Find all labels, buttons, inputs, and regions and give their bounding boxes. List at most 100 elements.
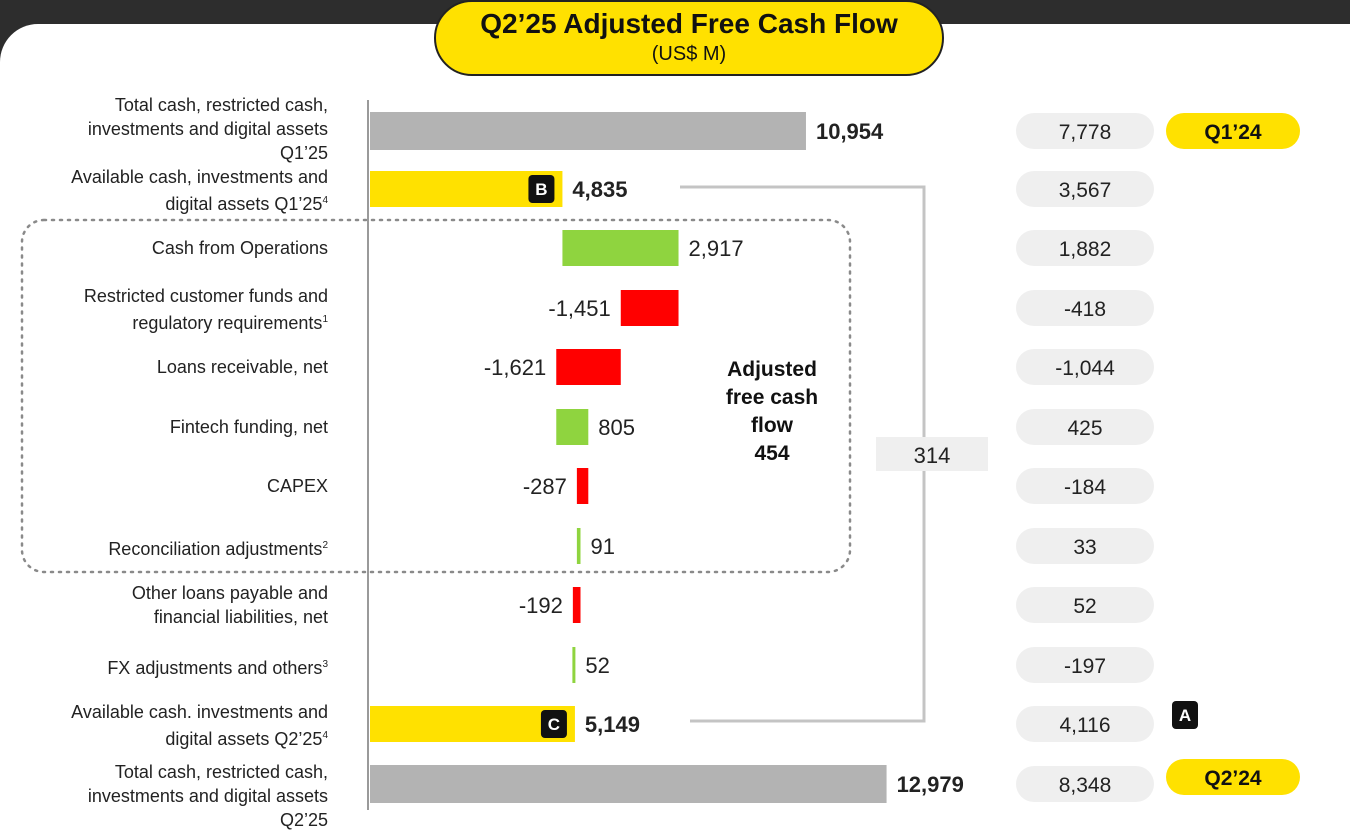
badge-c [540, 710, 567, 738]
category-label-0: Total cash, restricted cash, investments … [88, 93, 328, 165]
category-label-11-line-2: Q2’25 [279, 810, 328, 830]
bar-8 [572, 587, 581, 623]
prev-value-pill-0 [1016, 113, 1154, 149]
footnote-marker: 4 [322, 730, 328, 741]
category-label-0-line-2: Q1’25 [279, 143, 328, 163]
prev-value-1: 3,567 [1059, 179, 1112, 202]
footnote-marker: 2 [322, 540, 328, 551]
period-tag-top [1166, 113, 1300, 149]
afcf-box-outline [20, 218, 852, 574]
prev-value-3: -418 [1064, 298, 1106, 321]
bracket-value-box [876, 437, 988, 471]
bar-7 [576, 528, 581, 564]
category-label-11: Total cash, restricted cash, investments … [88, 760, 328, 832]
category-label-0-line-1: investments and digital assets [87, 119, 328, 139]
prev-value-4: -1,044 [1055, 357, 1115, 380]
value-label-8: -192 [519, 593, 563, 618]
prev-value-pill-7 [1016, 528, 1154, 564]
prev-value-pill-11 [1016, 766, 1154, 802]
prev-value-9: -197 [1064, 655, 1106, 678]
badge-b [528, 175, 555, 203]
footnote-marker: 1 [322, 314, 328, 325]
prev-value-pill-10 [1016, 706, 1154, 742]
footnote-marker: 4 [322, 195, 328, 206]
value-label-4: -1,621 [484, 355, 546, 380]
prev-value-6: -184 [1064, 476, 1106, 499]
prev-value-7: 33 [1073, 536, 1096, 559]
chart-title: Q2’25 Adjusted Free Cash Flow [480, 8, 898, 39]
period-tag-top-label: Q1’24 [1204, 121, 1262, 144]
badge-c-label: C [548, 715, 560, 734]
prev-value-pill-1 [1016, 171, 1154, 207]
category-label-4: Loans receivable, net [157, 355, 328, 379]
afcf-line-3: 454 [754, 442, 789, 465]
prev-value-2: 1,882 [1059, 238, 1112, 261]
value-label-11: 12,979 [897, 772, 964, 797]
category-label-1-line-1: digital assets Q1’254 [165, 194, 328, 214]
prev-value-11: 8,348 [1059, 774, 1112, 797]
prev-value-5: 425 [1067, 417, 1102, 440]
category-label-9-line-0: FX adjustments and others3 [107, 658, 328, 678]
prev-value-0: 7,778 [1059, 121, 1112, 144]
value-label-6: -287 [523, 474, 567, 499]
category-label-11-line-1: investments and digital assets [87, 786, 328, 806]
prev-value-pill-4 [1016, 349, 1154, 385]
bar-4 [556, 349, 621, 385]
prev-value-pill-2 [1016, 230, 1154, 266]
period-tag-bottom [1166, 759, 1300, 795]
bar-10 [370, 706, 575, 742]
badge-a [1172, 701, 1198, 729]
category-label-5: Fintech funding, net [170, 415, 328, 439]
category-label-3-line-0: Restricted customer funds and [83, 286, 328, 306]
value-label-5: 805 [598, 415, 635, 440]
bar-6 [576, 468, 589, 504]
prev-value-pill-9 [1016, 647, 1154, 683]
bracket-value: 314 [914, 443, 951, 468]
title-pill: Q2’25 Adjusted Free Cash Flow (US$ M) [434, 0, 944, 76]
category-label-2-line-0: Cash from Operations [151, 238, 328, 258]
badge-b-label: B [535, 180, 547, 199]
value-label-3: -1,451 [548, 296, 610, 321]
value-label-1: 4,835 [572, 177, 627, 202]
period-tag-bottom-label: Q2’24 [1204, 767, 1262, 790]
footnote-marker: 3 [322, 659, 328, 670]
category-label-8-line-0: Other loans payable and [131, 583, 328, 603]
category-label-1-line-0: Available cash, investments and [71, 167, 328, 187]
bar-11 [370, 765, 887, 803]
category-label-10: Available cash. investments and digital a… [71, 700, 328, 751]
category-label-8-line-1: financial liabilities, net [153, 607, 328, 627]
value-label-2: 2,917 [689, 236, 744, 261]
prev-value-8: 52 [1073, 595, 1096, 618]
category-label-0-line-0: Total cash, restricted cash, [114, 95, 328, 115]
category-label-6: CAPEX [267, 474, 328, 498]
prev-value-pill-8 [1016, 587, 1154, 623]
category-label-11-line-0: Total cash, restricted cash, [114, 762, 328, 782]
prev-value-pill-3 [1016, 290, 1154, 326]
category-label-1: Available cash, investments and digital a… [71, 165, 328, 216]
bar-2 [562, 230, 679, 266]
category-label-7-line-0: Reconciliation adjustments2 [108, 539, 328, 559]
value-label-0: 10,954 [816, 119, 884, 144]
bar-9 [572, 647, 576, 683]
prev-value-pill-6 [1016, 468, 1154, 504]
category-label-10-line-0: Available cash. investments and [71, 702, 328, 722]
category-label-8: Other loans payable and financial liabili… [132, 581, 328, 629]
category-label-9: FX adjustments and others3 [107, 653, 328, 680]
category-label-5-line-0: Fintech funding, net [169, 417, 328, 437]
value-label-9: 52 [585, 653, 609, 678]
category-label-3: Restricted customer funds and regulatory … [84, 284, 328, 335]
bar-5 [556, 409, 589, 445]
bar-0 [370, 112, 806, 150]
value-label-7: 91 [591, 534, 615, 559]
category-label-4-line-0: Loans receivable, net [156, 357, 328, 377]
badge-a-label: A [1179, 706, 1191, 725]
afcf-line-2: flow [751, 414, 794, 437]
category-label-6-line-0: CAPEX [266, 476, 328, 496]
category-label-10-line-1: digital assets Q2’254 [165, 729, 328, 749]
afcf-line-0: Adjusted [727, 358, 817, 381]
value-label-10: 5,149 [585, 712, 640, 737]
chart-subtitle: (US$ M) [651, 43, 727, 65]
category-label-2: Cash from Operations [152, 236, 328, 260]
afcf-line-1: free cash [726, 386, 818, 409]
